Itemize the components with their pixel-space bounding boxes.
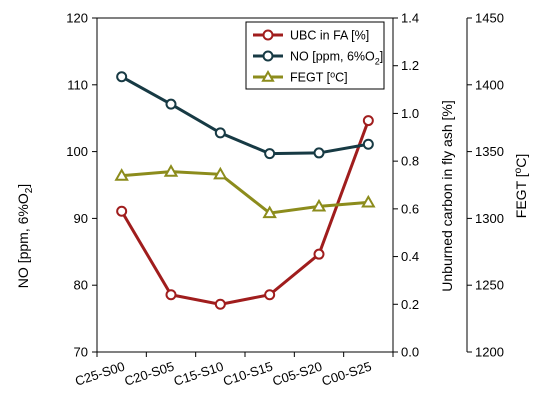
data-point xyxy=(362,115,374,127)
data-point xyxy=(114,168,129,181)
right2-tick-label: 1350 xyxy=(475,144,504,159)
right1-tick-label: 0.0 xyxy=(401,345,419,360)
series-line xyxy=(121,170,369,215)
right1-tick-label: 0.4 xyxy=(401,249,419,264)
right-axis-label-unburned-carbon: Unburned carbon in fly ash [%] xyxy=(439,100,455,291)
data-point xyxy=(264,289,276,301)
right1-tick-label: 1.2 xyxy=(401,58,419,73)
data-point xyxy=(213,166,228,180)
series-line xyxy=(120,75,369,156)
right1-tick-label: 0.8 xyxy=(401,154,419,169)
left-tick-label: 120 xyxy=(66,11,88,26)
right2-tick-label: 1400 xyxy=(475,77,504,92)
data-point xyxy=(214,127,226,139)
data-point xyxy=(163,164,179,177)
data-point xyxy=(262,205,277,219)
x-axis: C25-S00C20-S05C15-S10C10-S15C05-S20C00-S… xyxy=(73,352,394,389)
x-tick-label: C20-S05 xyxy=(122,359,175,389)
right1-tick-label: 0.6 xyxy=(401,201,419,216)
series-right2 xyxy=(114,164,376,219)
legend-label: NO [ppm, 6%O2] xyxy=(290,50,383,67)
data-point xyxy=(165,98,177,110)
right1-tick-label: 1.0 xyxy=(401,106,419,121)
data-point xyxy=(116,71,128,83)
left-tick-label: 110 xyxy=(67,77,88,92)
legend: UBC in FA [%] NO [ppm, 6%O2] FEGT [oC] xyxy=(245,21,385,90)
left-y-axis: 70 80 90 100 110 120 xyxy=(66,11,97,360)
legend-label: UBC in FA [%] xyxy=(290,29,369,43)
data-point xyxy=(361,194,376,208)
right-axis-label-fegt: FEGT [oC] xyxy=(513,154,529,218)
legend-marker xyxy=(262,29,274,41)
data-point xyxy=(313,147,325,159)
series-left xyxy=(116,71,374,160)
right2-tick-label: 1300 xyxy=(475,211,504,226)
data-point xyxy=(116,205,128,217)
x-tick-label: C15-S10 xyxy=(172,359,225,389)
x-tick-label: C10-S15 xyxy=(221,359,274,389)
right-y-axis-fegt: 1200 1250 1300 1350 1400 1450 xyxy=(466,11,504,360)
legend-label: FEGT [oC] xyxy=(290,70,348,85)
series-right1 xyxy=(116,115,374,310)
legend-marker xyxy=(261,69,275,82)
series-layer xyxy=(114,71,376,310)
x-tick-label: C05-S20 xyxy=(270,359,323,389)
data-point xyxy=(165,289,177,301)
right1-tick-label: 0.2 xyxy=(401,297,419,312)
x-tick-label: C00-S25 xyxy=(320,359,373,389)
data-point xyxy=(362,138,374,150)
left-axis-label: NO [ppm, 6%O2] xyxy=(15,184,35,288)
data-point xyxy=(264,148,276,160)
data-point xyxy=(313,248,325,260)
x-tick-label: C25-S00 xyxy=(73,359,126,389)
right2-tick-label: 1450 xyxy=(475,11,504,26)
left-tick-label: 70 xyxy=(74,345,88,360)
left-tick-label: 90 xyxy=(74,211,88,226)
data-point xyxy=(214,298,226,310)
legend-marker xyxy=(262,50,274,62)
series-line xyxy=(120,120,370,306)
left-tick-label: 100 xyxy=(66,144,88,159)
right2-tick-label: 1200 xyxy=(475,345,504,360)
left-tick-label: 80 xyxy=(74,278,88,293)
data-point xyxy=(311,198,327,212)
right1-tick-label: 1.4 xyxy=(401,11,419,26)
right-y-axis-unburned-carbon: 0.0 0.2 0.4 0.6 0.8 1.0 1.2 1.4 xyxy=(393,11,419,360)
right2-tick-label: 1250 xyxy=(475,278,504,293)
